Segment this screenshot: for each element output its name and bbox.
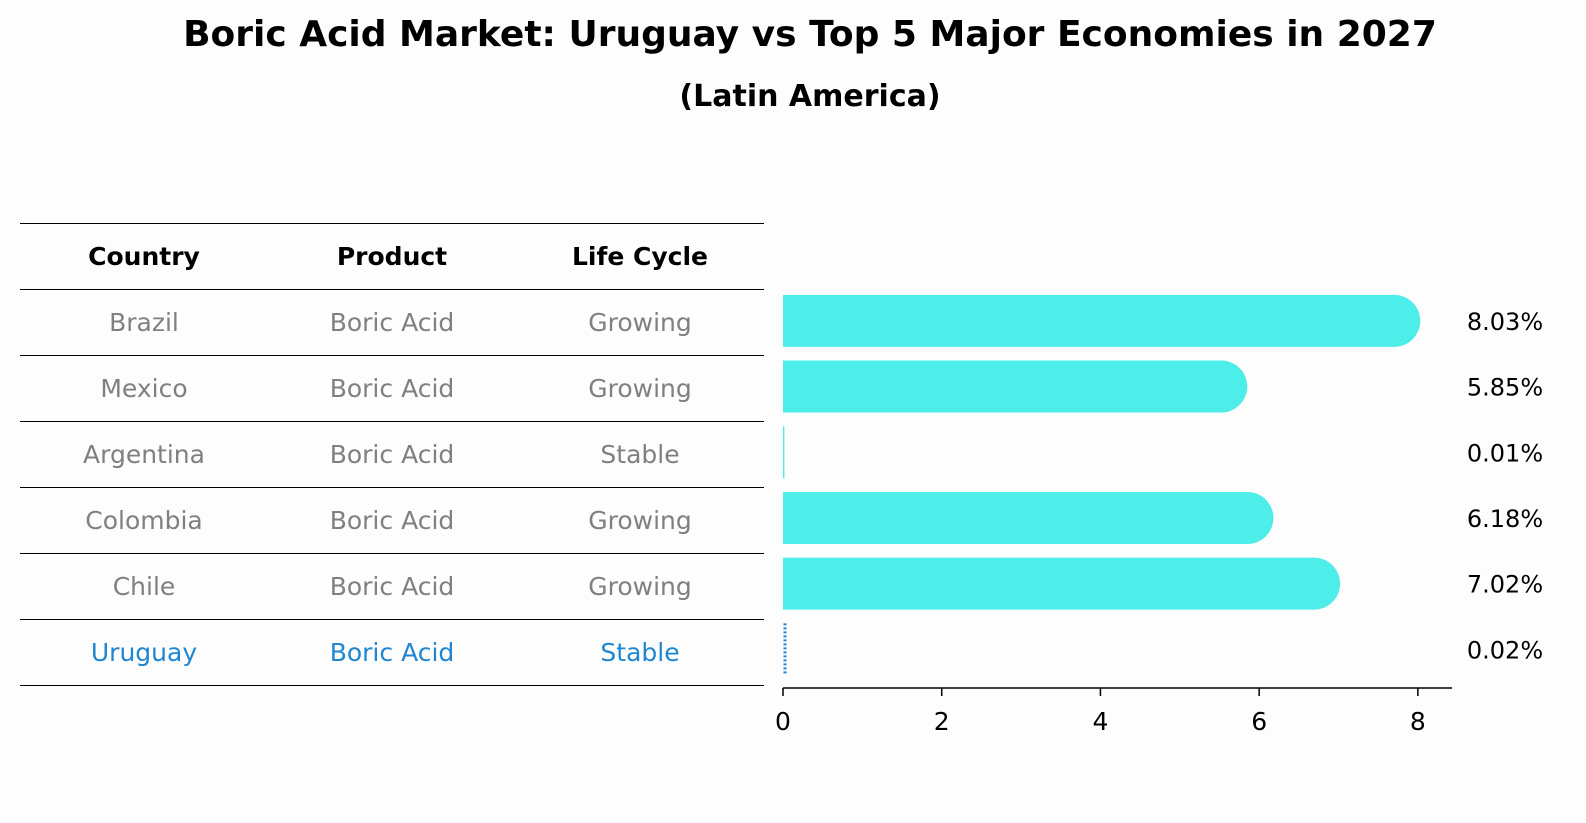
cell-country: Uruguay: [20, 619, 268, 686]
bar-colombia: [783, 491, 1274, 544]
x-tick-label: 4: [1092, 707, 1108, 736]
cell-life-cycle: Growing: [516, 487, 764, 554]
table-header-row: Country Product Life Cycle: [20, 223, 764, 290]
cell-product: Boric Acid: [268, 487, 516, 554]
bar-brazil: [783, 294, 1421, 347]
value-label: 7.02%: [1467, 571, 1543, 599]
x-tick-label: 0: [775, 707, 791, 736]
cell-country: Chile: [20, 553, 268, 620]
table-row: Brazil Boric Acid Growing: [20, 289, 764, 356]
column-header-country: Country: [20, 223, 268, 290]
x-tick-label: 8: [1410, 707, 1426, 736]
cell-life-cycle: Stable: [516, 619, 764, 686]
bar-mexico: [783, 360, 1248, 413]
cell-life-cycle: Stable: [516, 421, 764, 488]
table-row-highlighted: Uruguay Boric Acid Stable: [20, 619, 764, 686]
cell-product: Boric Acid: [268, 421, 516, 488]
value-label: 0.01%: [1467, 439, 1543, 467]
x-tick-label: 6: [1251, 707, 1267, 736]
value-label: 5.85%: [1467, 374, 1543, 402]
x-tick-label: 2: [934, 707, 950, 736]
cell-life-cycle: Growing: [516, 289, 764, 356]
cell-product: Boric Acid: [268, 289, 516, 356]
chart-subtitle: (Latin America): [679, 79, 941, 114]
table-row: Chile Boric Acid Growing: [20, 553, 764, 620]
table-row: Colombia Boric Acid Growing: [20, 487, 764, 554]
cell-product: Boric Acid: [268, 553, 516, 620]
table-row: Argentina Boric Acid Stable: [20, 421, 764, 488]
column-header-product: Product: [268, 223, 516, 290]
cell-product: Boric Acid: [268, 355, 516, 422]
cell-product: Boric Acid: [268, 619, 516, 686]
cell-country: Argentina: [20, 421, 268, 488]
value-label: 8.03%: [1467, 308, 1543, 336]
bar-chile: [783, 557, 1341, 610]
value-label: 6.18%: [1467, 505, 1543, 533]
value-label: 0.02%: [1467, 636, 1543, 664]
cell-country: Mexico: [20, 355, 268, 422]
cell-country: Colombia: [20, 487, 268, 554]
cell-life-cycle: Growing: [516, 355, 764, 422]
cell-country: Brazil: [20, 289, 268, 356]
column-header-life-cycle: Life Cycle: [516, 223, 764, 290]
table-row: Mexico Boric Acid Growing: [20, 355, 764, 422]
market-table: Country Product Life Cycle Brazil Boric …: [20, 223, 764, 686]
cell-life-cycle: Growing: [516, 553, 764, 620]
chart-title: Boric Acid Market: Uruguay vs Top 5 Majo…: [183, 14, 1437, 55]
